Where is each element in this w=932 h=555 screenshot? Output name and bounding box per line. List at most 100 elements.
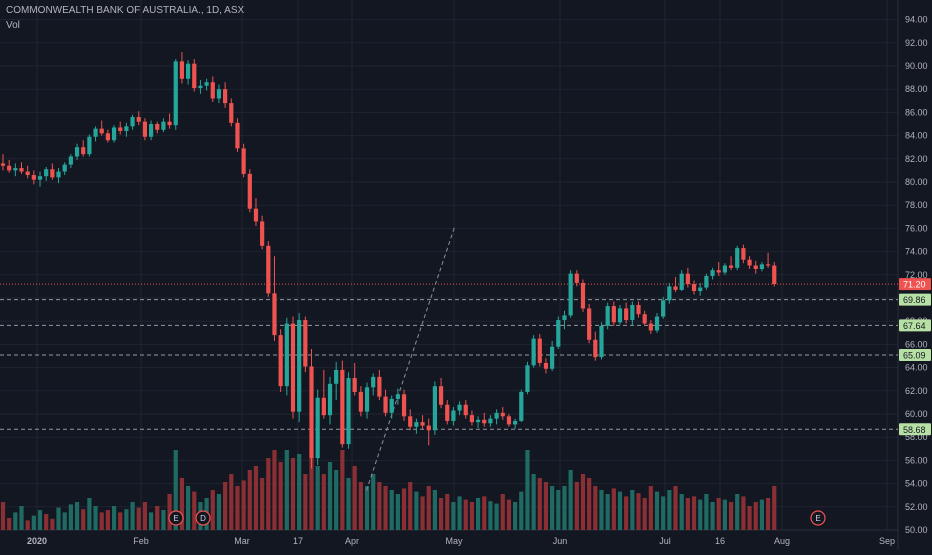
volume-bar [395,494,400,530]
volume-bar [253,466,259,530]
candle-body [19,168,24,172]
volume-bar [765,498,771,530]
candle [334,361,339,401]
y-tick-label: 52.00 [905,502,928,512]
candle [550,340,555,372]
y-tick-label: 54.00 [905,479,928,489]
candle [118,121,123,135]
candle-body [216,89,222,99]
volume-bar [550,486,555,530]
volume-bar [513,502,518,530]
candle [198,79,203,94]
candle [556,316,561,350]
candle [87,134,92,157]
y-tick-label: 50.00 [905,525,928,535]
candle [192,59,197,92]
candle [463,400,468,419]
candle-body [179,61,185,79]
volume-bar [68,504,73,530]
y-tick-label: 78.00 [905,200,928,210]
volume-bar [691,496,697,530]
candle-body [704,275,709,288]
candle-body [550,346,555,369]
candle-body [438,386,444,405]
candle-body [247,173,252,209]
candle [414,418,419,434]
candle-body [735,248,740,268]
candle [247,169,252,213]
volume-bar [297,454,302,530]
level-badge: 65.09 [899,348,931,361]
candle-body [309,366,314,459]
candle [506,414,512,427]
candle-body [93,128,98,137]
level-badge-box [899,319,931,332]
candle-body [772,265,777,285]
x-tick-label: Feb [133,536,149,546]
candle-body [377,376,382,397]
y-tick-label: 56.00 [905,455,928,465]
volume-bar [556,490,561,530]
volume-bar [136,507,141,530]
level-badge-box [899,348,931,361]
candle-body [198,85,203,89]
candle-body [685,273,690,285]
candle [340,360,345,448]
candle-body [661,300,666,317]
candle [426,418,431,446]
volume-bar [728,502,734,530]
y-tick-label: 92.00 [905,38,928,48]
volume-bar [482,496,487,530]
volume-bar [759,499,765,530]
candle [648,320,653,334]
candle-body [334,369,339,384]
candle [321,369,326,419]
candle [636,301,641,318]
volume-bar [74,502,80,530]
candle [667,282,672,304]
candle-body [593,339,598,358]
volume-bar [87,498,92,530]
candle-body [648,323,653,331]
volume-bar [173,450,178,530]
volume-bar [124,509,129,530]
candle [661,296,666,319]
candle [364,382,370,419]
candle-body [722,265,727,273]
candle [167,113,172,129]
event-marker-label: E [815,514,820,523]
event-marker-circle [168,510,184,526]
volume-bar [210,490,215,530]
candle [654,313,660,333]
volume-bar [648,486,653,530]
y-tick-label: 74.00 [905,247,928,257]
candle-body [506,416,512,425]
x-tick-label: Aug [774,536,790,546]
candle [445,400,450,425]
candle [136,111,141,126]
candle [346,372,351,449]
candle-body [728,265,734,268]
candle [13,163,18,177]
candle [704,273,709,290]
candle-body [463,404,468,416]
candle-body [457,404,462,411]
volume-bar [722,499,727,530]
candle [272,256,277,341]
candle [186,60,191,85]
candle-body [290,323,296,412]
candle-body [599,325,604,358]
candle [605,302,610,330]
candle-body [272,293,277,336]
candle [673,277,678,293]
event-marker-label: D [200,514,206,523]
candle [500,407,505,420]
candle-body [543,362,549,369]
candle [457,401,462,416]
candle [698,282,703,296]
y-tick-label: 66.00 [905,339,928,349]
candle-body [99,128,104,134]
candle-body [531,338,536,366]
volume-bar [710,502,715,530]
